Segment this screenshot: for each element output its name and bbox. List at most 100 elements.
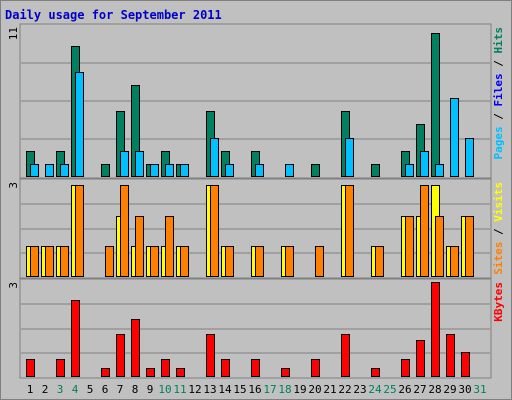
bar-sites-day-4 bbox=[75, 185, 84, 277]
chart-title: Daily usage for September 2011 bbox=[5, 8, 222, 22]
x-tick-label-day-8: 8 bbox=[132, 383, 139, 396]
x-tick-label-day-22: 22 bbox=[338, 383, 351, 396]
legend-item-hits: Hits bbox=[492, 27, 505, 54]
x-tick-label-day-18: 18 bbox=[278, 383, 291, 396]
bar-kbytes-day-11 bbox=[176, 368, 185, 377]
bar-sites-day-28 bbox=[435, 216, 444, 277]
legend-separator: / bbox=[492, 107, 505, 127]
bar-kbytes-day-22 bbox=[341, 334, 350, 377]
x-tick-label-day-4: 4 bbox=[72, 383, 79, 396]
bar-files-day-10 bbox=[165, 164, 174, 177]
bar-files-day-14 bbox=[225, 164, 234, 177]
bar-sites-day-18 bbox=[285, 246, 294, 277]
legend-item-sites: Sites bbox=[492, 242, 505, 275]
bar-files-day-16 bbox=[255, 164, 264, 177]
x-tick-label-day-12: 12 bbox=[188, 383, 201, 396]
x-tick-label-day-14: 14 bbox=[218, 383, 232, 396]
bar-kbytes-day-9 bbox=[146, 368, 155, 377]
bar-sites-day-16 bbox=[255, 246, 264, 277]
bar-files-day-11 bbox=[180, 164, 189, 177]
bar-sites-day-27 bbox=[420, 185, 429, 277]
bar-sites-day-29 bbox=[450, 246, 459, 277]
bar-sites-day-13 bbox=[210, 185, 219, 277]
bar-kbytes-day-8 bbox=[131, 319, 140, 377]
bar-files-day-18 bbox=[285, 164, 294, 177]
bar-sites-day-9 bbox=[150, 246, 159, 277]
x-tick-label-day-11: 11 bbox=[173, 383, 186, 396]
bar-hits-day-6 bbox=[101, 164, 110, 177]
bar-kbytes-day-7 bbox=[116, 334, 125, 377]
bar-sites-day-1 bbox=[30, 246, 39, 277]
bar-kbytes-day-27 bbox=[416, 340, 425, 377]
bar-files-day-28 bbox=[435, 164, 444, 177]
bar-files-day-26 bbox=[405, 164, 414, 177]
x-tick-label-day-2: 2 bbox=[42, 383, 49, 396]
bar-sites-day-7 bbox=[120, 185, 129, 277]
bar-files-day-9 bbox=[150, 164, 159, 177]
bar-sites-day-10 bbox=[165, 216, 174, 277]
x-tick-label-day-23: 23 bbox=[353, 383, 366, 396]
bar-hits-day-20 bbox=[311, 164, 320, 177]
bar-sites-day-14 bbox=[225, 246, 234, 277]
bar-files-day-13 bbox=[210, 138, 219, 177]
bar-kbytes-day-10 bbox=[161, 359, 170, 377]
bar-files-day-30 bbox=[465, 138, 474, 177]
legend-separator: / bbox=[492, 222, 505, 242]
bar-kbytes-day-26 bbox=[401, 359, 410, 377]
bar-kbytes-day-20 bbox=[311, 359, 320, 377]
bar-kbytes-day-4 bbox=[71, 300, 80, 377]
x-tick-label-day-16: 16 bbox=[248, 383, 261, 396]
x-tick-label-day-1: 1 bbox=[27, 383, 34, 396]
x-tick-label-day-15: 15 bbox=[233, 383, 246, 396]
bar-sites-day-26 bbox=[405, 216, 414, 277]
legend-item-visits: Visits bbox=[492, 182, 505, 222]
bar-sites-day-3 bbox=[60, 246, 69, 277]
bar-sites-day-20 bbox=[315, 246, 324, 277]
legend-item-kbytes: KBytes bbox=[492, 282, 505, 322]
bar-hits-day-24 bbox=[371, 164, 380, 177]
x-tick-label-day-21: 21 bbox=[323, 383, 336, 396]
bar-hits-day-28 bbox=[431, 33, 440, 177]
x-tick-label-day-29: 29 bbox=[443, 383, 456, 396]
legend-item-pages: Pages bbox=[492, 126, 505, 159]
bar-files-day-1 bbox=[30, 164, 39, 177]
x-tick-label-day-13: 13 bbox=[203, 383, 216, 396]
x-tick-label-day-20: 20 bbox=[308, 383, 321, 396]
x-tick-label-day-3: 3 bbox=[57, 383, 64, 396]
bar-files-day-22 bbox=[345, 138, 354, 177]
x-tick-label-day-10: 10 bbox=[158, 383, 171, 396]
legend-visits-sites: Sites / Visits bbox=[492, 182, 505, 275]
bar-kbytes-day-16 bbox=[251, 359, 260, 377]
bar-sites-day-11 bbox=[180, 246, 189, 277]
x-tick-label-day-9: 9 bbox=[147, 383, 154, 396]
legend-kbytes: KBytes bbox=[492, 282, 505, 322]
bar-files-day-3 bbox=[60, 164, 69, 177]
bar-kbytes-day-14 bbox=[221, 359, 230, 377]
bar-kbytes-day-29 bbox=[446, 334, 455, 377]
x-tick-label-day-31: 31 bbox=[473, 383, 486, 396]
legend-separator: / bbox=[492, 54, 505, 74]
bar-files-day-4 bbox=[75, 72, 84, 177]
bar-kbytes-day-18 bbox=[281, 368, 290, 377]
bar-kbytes-day-3 bbox=[56, 359, 65, 377]
y-max-label: 3 bbox=[7, 182, 20, 189]
y-max-label: 3 bbox=[7, 282, 20, 289]
x-tick-label-day-28: 28 bbox=[428, 383, 441, 396]
x-tick-label-day-26: 26 bbox=[398, 383, 411, 396]
x-tick-label-day-24: 24 bbox=[368, 383, 382, 396]
bar-kbytes-day-24 bbox=[371, 368, 380, 377]
x-tick-label-day-7: 7 bbox=[117, 383, 124, 396]
bar-sites-day-2 bbox=[45, 246, 54, 277]
bar-sites-day-22 bbox=[345, 185, 354, 277]
bar-kbytes-day-6 bbox=[101, 368, 110, 377]
x-tick-label-day-30: 30 bbox=[458, 383, 471, 396]
legend-item-files: Files bbox=[492, 73, 505, 106]
bar-files-day-29 bbox=[450, 98, 459, 177]
bar-files-day-2 bbox=[45, 164, 54, 177]
x-tick-label-day-27: 27 bbox=[413, 383, 426, 396]
bar-files-day-27 bbox=[420, 151, 429, 177]
bar-sites-day-6 bbox=[105, 246, 114, 277]
bar-sites-day-24 bbox=[375, 246, 384, 277]
bar-sites-day-8 bbox=[135, 216, 144, 277]
